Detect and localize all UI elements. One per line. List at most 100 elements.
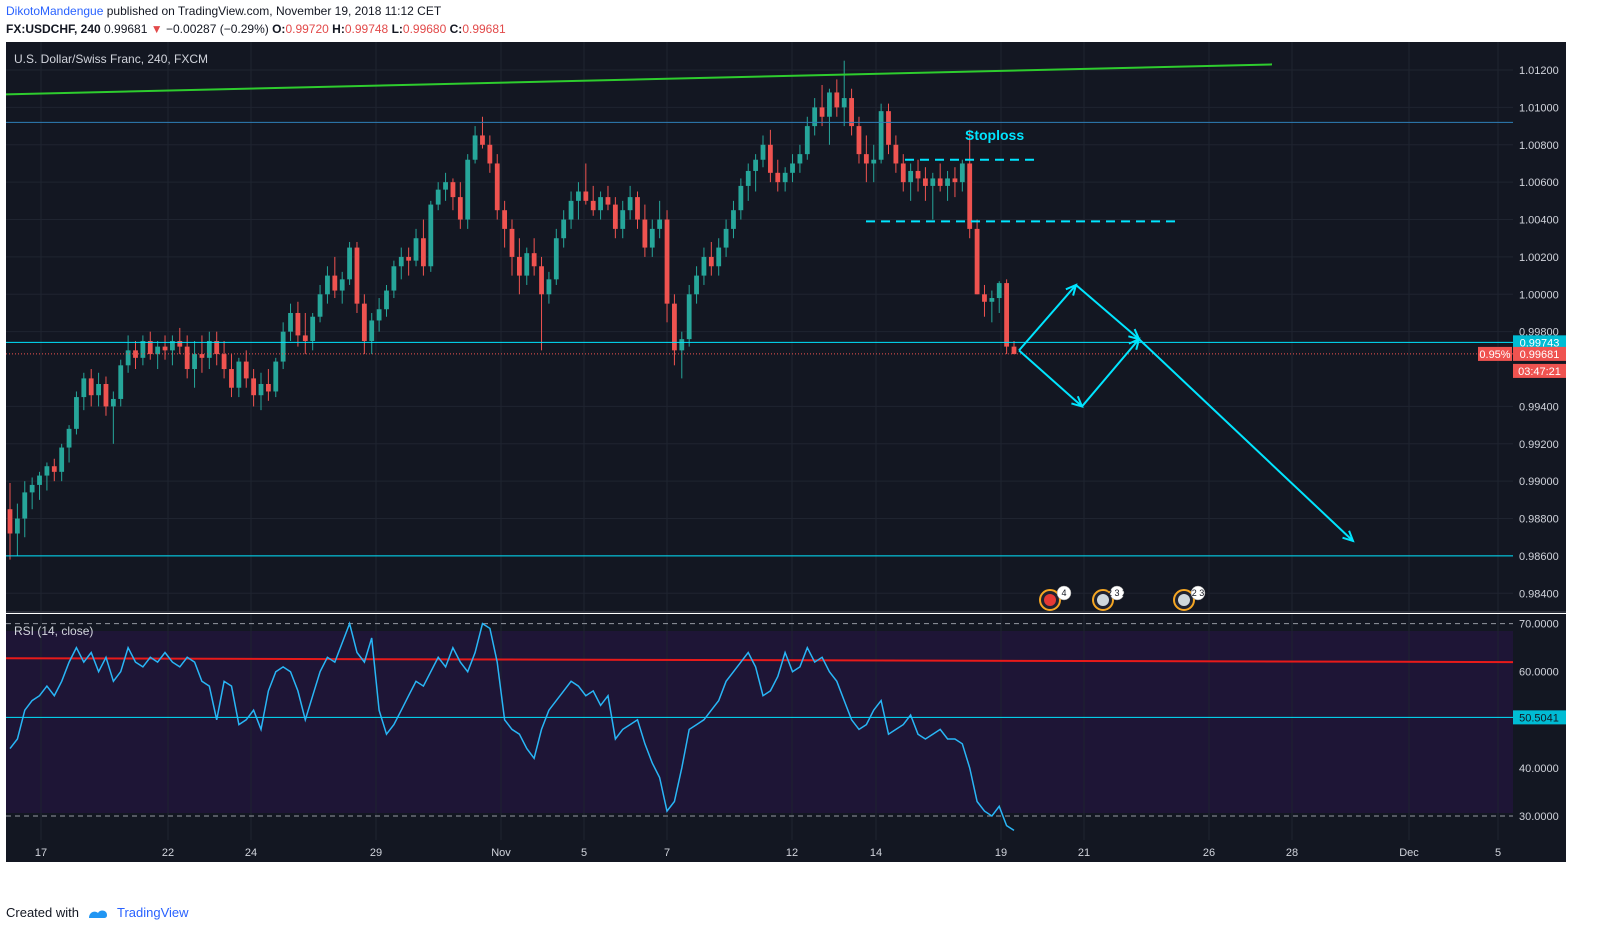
rsi-resistance-line[interactable] — [5, 657, 1514, 664]
candle-body — [339, 279, 345, 291]
candle-body — [494, 163, 500, 211]
candle-body — [790, 163, 795, 173]
candle-body — [103, 384, 109, 407]
projection-arrow-down[interactable] — [1075, 284, 1140, 340]
candle-body — [199, 354, 205, 358]
candle-body — [553, 238, 559, 280]
low-value: 0.99680 — [402, 22, 447, 36]
time-tick-label: Nov — [491, 847, 511, 859]
close-value: 0.99681 — [462, 22, 506, 36]
time-tick-label: 7 — [664, 847, 670, 859]
last-price-label: 0.99681 — [1520, 349, 1560, 361]
time-tick-label: 14 — [870, 847, 882, 859]
candle-body — [819, 107, 825, 117]
candle-body — [797, 154, 803, 164]
down-arrow-icon: ▼ — [150, 22, 163, 36]
time-tick-label: 26 — [1203, 847, 1215, 859]
candle-body — [184, 346, 190, 370]
trend-line[interactable] — [5, 63, 1273, 96]
candle-body — [384, 290, 389, 310]
candle-body — [952, 178, 958, 183]
event-count-bubble — [1056, 585, 1072, 601]
projection-arrow-up[interactable] — [1018, 284, 1077, 352]
candle-body — [354, 247, 360, 304]
price-tick-label: 1.00600 — [1519, 177, 1559, 189]
last-price: 0.99681 — [104, 22, 148, 36]
candle-body — [81, 378, 87, 398]
candle-body — [170, 341, 175, 351]
price-tick-label: 0.99200 — [1519, 439, 1559, 451]
candle-body — [487, 144, 493, 164]
candle-body — [480, 135, 485, 145]
price-pane-bg — [6, 42, 1513, 612]
last-price-label-bg — [1513, 346, 1566, 361]
candle-body — [672, 303, 677, 351]
tradingview-link[interactable]: TradingView — [116, 905, 189, 920]
event-count-bubble — [1109, 585, 1125, 601]
bar-countdown-label-bg — [1513, 363, 1566, 378]
candle-body — [886, 111, 891, 145]
candle-body — [635, 197, 640, 220]
candle-body — [775, 172, 781, 183]
candle-body — [982, 294, 987, 302]
candle-body — [243, 361, 249, 379]
candle-body — [465, 159, 471, 220]
candle-body — [421, 238, 426, 267]
stoploss-label: Stoploss — [965, 127, 1024, 143]
time-tick-label: 17 — [35, 847, 47, 859]
rsi-title: RSI (14, close) — [14, 624, 93, 638]
published-text: published on TradingView.com, November 1… — [106, 4, 442, 18]
candle-body — [657, 219, 663, 229]
candle-body — [915, 170, 921, 179]
price-tick-label: 1.00000 — [1519, 289, 1559, 301]
author-link[interactable]: DikotoMandengue — [6, 4, 104, 18]
rsi-tick-label: 60.0000 — [1519, 667, 1559, 679]
change-pct-label-bg — [1478, 346, 1512, 361]
tradingview-logo-icon — [88, 910, 107, 918]
candle-body — [147, 341, 153, 355]
time-tick-label: 5 — [581, 847, 587, 859]
publish-line: DikotoMandengue published on TradingView… — [6, 4, 441, 18]
candle-body — [590, 200, 596, 211]
bar-countdown-label: 03:47:21 — [1518, 366, 1561, 378]
candle-body — [753, 159, 759, 171]
price-axis-bg — [1513, 42, 1566, 612]
time-tick-label: 22 — [162, 847, 174, 859]
projection-arrow-target[interactable] — [1138, 338, 1354, 542]
candle-body — [251, 378, 257, 396]
candle-body — [7, 509, 13, 534]
level-price-label-bg — [1513, 335, 1566, 350]
time-tick-label: 28 — [1286, 847, 1298, 859]
candle-body — [443, 182, 448, 190]
candle-body — [177, 341, 183, 347]
high-label: H: — [332, 22, 345, 36]
candle-body — [908, 170, 914, 183]
candle-body — [620, 210, 626, 229]
candle-body — [731, 210, 736, 229]
candle-body — [627, 197, 633, 211]
rsi-tick-label: 40.0000 — [1519, 763, 1559, 775]
candle-body — [369, 320, 375, 342]
event-count-bubble — [1190, 585, 1206, 601]
time-axis-bg — [6, 840, 1566, 862]
projection-arrow-alt-up[interactable] — [1081, 338, 1140, 408]
candle-body — [413, 238, 419, 261]
candle-body — [44, 466, 50, 476]
candle-body — [325, 275, 330, 295]
candle-body — [502, 210, 508, 229]
candle-body — [974, 228, 980, 295]
candle-body — [834, 92, 840, 108]
symbol-label: FX:USDCHF, 240 — [6, 22, 101, 36]
rsi-value-label: 50.5041 — [1519, 712, 1559, 724]
time-tick-label: Dec — [1399, 847, 1419, 859]
candle-body — [561, 219, 567, 239]
candle-body — [1004, 283, 1010, 347]
candle-body — [361, 303, 367, 342]
price-tick-label: 1.00800 — [1519, 140, 1559, 152]
price-tick-label: 1.01000 — [1519, 102, 1559, 114]
projection-arrow-alt-down[interactable] — [1018, 349, 1083, 408]
candle-body — [1011, 346, 1017, 355]
candle-body — [989, 298, 995, 302]
candle-body — [539, 266, 544, 295]
